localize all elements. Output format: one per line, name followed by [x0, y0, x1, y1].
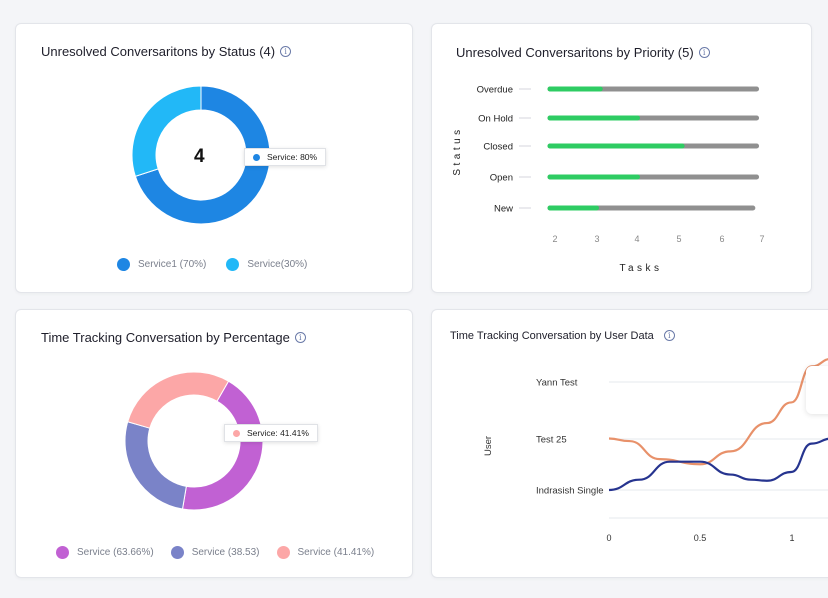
percentage-chart-tooltip: Service: 41.41%	[224, 424, 318, 442]
line-series-0[interactable]	[608, 357, 828, 466]
status-center-value: 4	[194, 146, 205, 167]
x-tick-label: 3	[594, 234, 599, 244]
tooltip-label: Service: 41.41%	[247, 428, 309, 438]
legend-dot	[226, 258, 240, 271]
status-card: Unresolved Conversaritons by Status (4) i…	[15, 23, 413, 293]
y-axis-label: Status	[452, 126, 463, 175]
y-tick-label: Yann Test	[536, 378, 578, 389]
y-tick-label: On Hold	[478, 114, 513, 125]
status-card-title-text: Unresolved Conversaritons by Status (4)	[41, 44, 276, 59]
y-tick-label: Test 25	[536, 435, 567, 446]
legend-label: Service (41.41%)	[297, 547, 375, 558]
legend-item-service-2[interactable]: Service (38.53)	[170, 546, 260, 559]
y-tick-label: Closed	[483, 142, 513, 153]
info-icon[interactable]: i	[280, 46, 292, 58]
percentage-card-title: Time Tracking Conversation by Percentage…	[41, 330, 306, 345]
percentage-card: Time Tracking Conversation by Percentage…	[15, 309, 413, 578]
donut-slice-1[interactable]	[131, 85, 202, 177]
x-tick-label: 4	[634, 234, 639, 244]
legend-item-service-1[interactable]: Service (63.66%)	[56, 546, 154, 559]
tooltip-dot	[253, 153, 260, 161]
y-axis-label: User	[483, 436, 494, 456]
x-axis-label: Tasks	[619, 263, 662, 274]
legend-item-service1[interactable]: Service1 (70%)	[117, 258, 206, 271]
info-icon[interactable]: i	[294, 332, 306, 344]
percentage-donut-chart	[124, 371, 264, 511]
priority-card-title-text: Unresolved Conversaritons by Priority (5…	[456, 45, 694, 60]
x-tick-label: 5	[676, 234, 681, 244]
user-data-line-chart: Yann Test Test 25 Indrasish Single 0 0.5 1 Use…	[483, 357, 828, 543]
legend-label: Service (38.53)	[191, 547, 260, 558]
side-panel-edge[interactable]	[806, 366, 828, 414]
status-legend: Service1 (70%) Service(30%)	[117, 258, 307, 271]
x-tick-label: 1	[789, 533, 794, 543]
tooltip-dot	[233, 429, 240, 437]
legend-dot	[276, 546, 290, 559]
priority-bar-chart: Overdue On Hold Closed Open New 2 3 4 5 6 7 Tasks St…	[452, 85, 765, 275]
user-data-card-title-text: Time Tracking Conversation by User Data	[450, 330, 654, 342]
info-icon[interactable]: i	[698, 47, 710, 59]
legend-label: Service (63.66%)	[77, 547, 154, 558]
y-tick-label: New	[494, 204, 513, 215]
legend-item-service-3[interactable]: Service (41.41%)	[276, 546, 375, 559]
x-tick-label: 2	[552, 234, 557, 244]
percentage-legend: Service (63.66%) Service (38.53) Service…	[56, 546, 374, 559]
legend-dot	[56, 546, 69, 559]
user-data-card: Time Tracking Conversation by User Data i…	[431, 309, 828, 578]
y-tick-label: Overdue	[477, 85, 513, 96]
info-icon[interactable]: i	[663, 329, 675, 341]
x-tick-label: 0.5	[694, 533, 707, 543]
priority-card: Unresolved Conversaritons by Priority (5…	[431, 23, 812, 293]
legend-label: Service(30%)	[247, 259, 308, 270]
x-tick-label: 7	[759, 234, 764, 244]
tooltip-label: Service: 80%	[267, 152, 318, 162]
donut-slice-1[interactable]	[124, 421, 187, 510]
x-tick-label: 0	[606, 533, 611, 543]
line-series-1[interactable]	[608, 437, 828, 492]
legend-dot	[117, 258, 130, 271]
status-donut-chart	[131, 85, 271, 225]
x-tick-label: 6	[719, 234, 724, 244]
donut-slice-2[interactable]	[127, 371, 230, 429]
y-tick-label: Indrasish Single	[536, 486, 604, 497]
y-tick-label: Open	[490, 173, 513, 184]
legend-label: Service1 (70%)	[138, 259, 207, 270]
priority-card-title: Unresolved Conversaritons by Priority (5…	[456, 45, 710, 60]
percentage-card-title-text: Time Tracking Conversation by Percentage	[41, 330, 290, 345]
donut-slice-0[interactable]	[181, 380, 264, 511]
status-chart-tooltip: Service: 80%	[244, 148, 327, 166]
legend-item-service[interactable]: Service(30%)	[226, 258, 307, 271]
status-card-title: Unresolved Conversaritons by Status (4) i	[41, 44, 292, 59]
user-data-card-title: Time Tracking Conversation by User Data i	[450, 329, 675, 342]
legend-dot	[170, 546, 184, 559]
